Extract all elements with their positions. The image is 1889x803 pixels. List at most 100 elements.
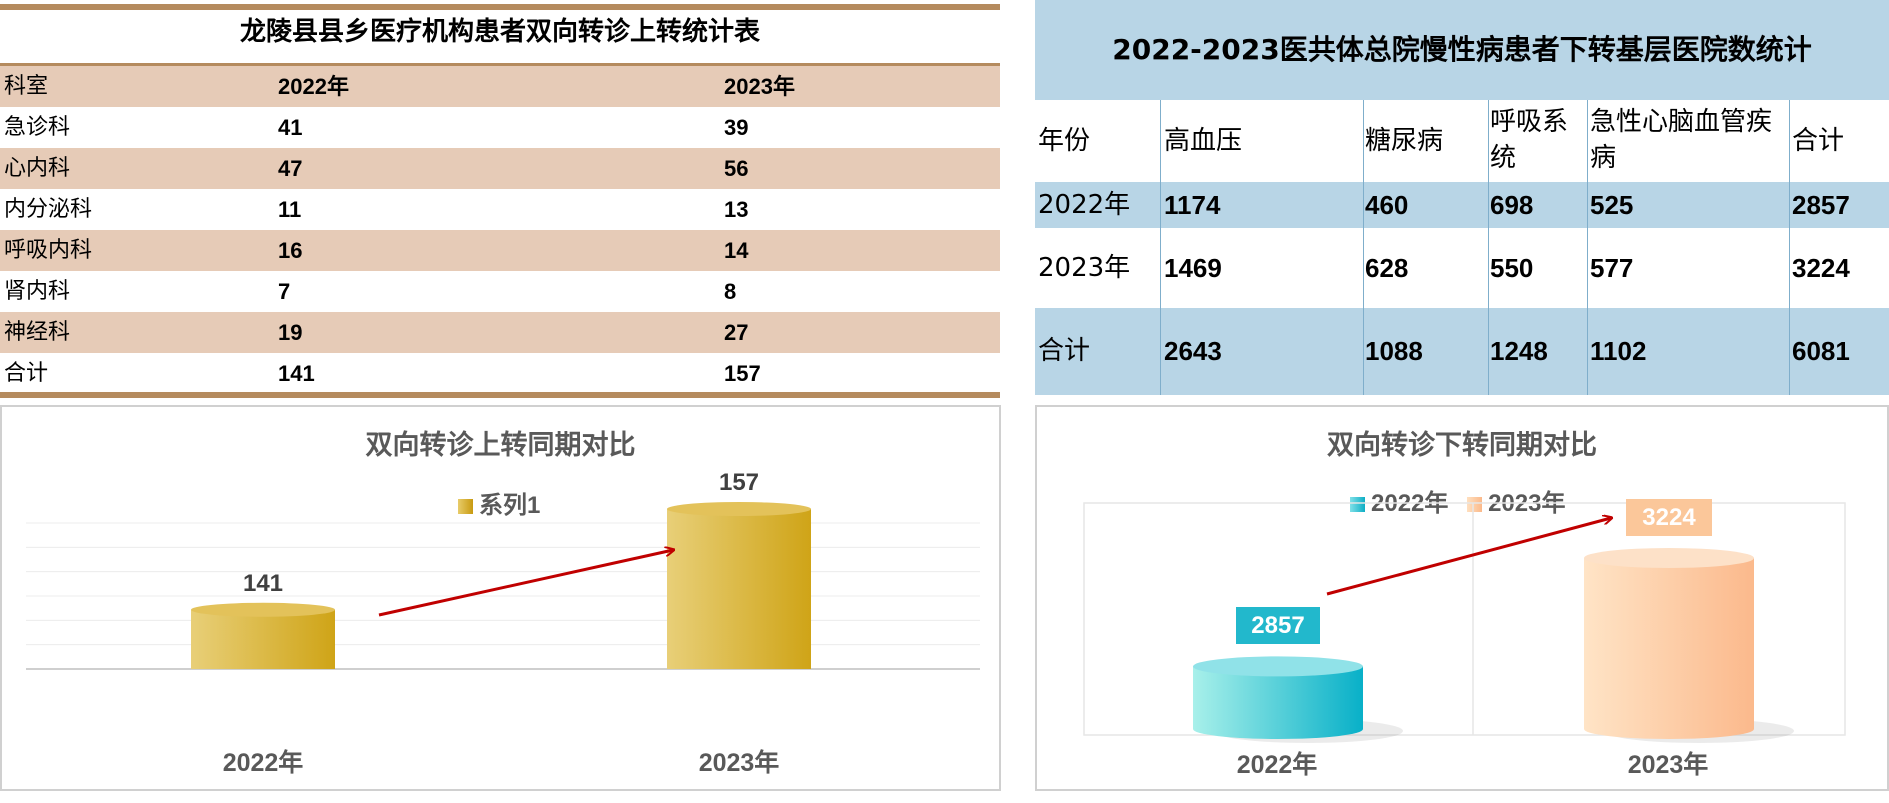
table-cell: 合计 [1038, 336, 1091, 366]
table-cell: 550 [1490, 253, 1534, 283]
x-axis-label: 2023年 [698, 749, 780, 777]
header-cell: 2022年 [278, 74, 349, 99]
bar-top [1193, 656, 1363, 677]
table-cell: 47 [278, 156, 303, 181]
table-row: 心内科 47 56 [0, 148, 1000, 189]
table-cell: 1469 [1164, 253, 1222, 283]
table-cell: 急诊科 [4, 115, 71, 140]
bar-bottom [1193, 719, 1363, 739]
header-cell: 糖尿病 [1365, 126, 1444, 156]
table-cell: 内分泌科 [4, 197, 93, 222]
table-row: 急诊科 41 39 [0, 107, 1000, 148]
table-cell: 56 [724, 156, 749, 181]
table-row-total: 合计 141 157 [0, 353, 1000, 394]
chart-title: 双向转诊上转同期对比 [365, 430, 636, 461]
table-row: 2023年 1469 628 550 577 3224 [1035, 228, 1889, 308]
table-cell: 呼吸内科 [4, 238, 93, 263]
table-cell: 心内科 [4, 156, 71, 181]
table-row: 呼吸内科 16 14 [0, 230, 1000, 271]
column-divider [1160, 100, 1161, 395]
column-divider [1363, 100, 1364, 395]
table-row: 2022年 1174 460 698 525 2857 [1035, 182, 1889, 228]
table-cell: 14 [724, 238, 749, 263]
chart-plot [1083, 502, 1846, 743]
table-cell: 460 [1365, 190, 1409, 220]
header-cell: 2023年 [724, 74, 795, 99]
header-cell: 年份 [1038, 126, 1091, 156]
table-cell: 2023年 [1038, 253, 1131, 283]
table-cell: 628 [1365, 253, 1409, 283]
table-cell: 19 [278, 320, 303, 345]
table-cell: 41 [278, 115, 303, 140]
table-top-rule [0, 4, 1000, 10]
table-cell: 141 [278, 361, 315, 386]
trend-arrow [1326, 518, 1611, 596]
bar [191, 609, 335, 669]
table-bottom-rule [0, 392, 1000, 398]
table-cell: 525 [1590, 190, 1634, 220]
table-cell: 577 [1590, 253, 1634, 283]
legend-swatch [1467, 497, 1483, 513]
data-label: 2857 [1236, 607, 1320, 645]
legend-label: 系列1 [479, 492, 541, 519]
bar [667, 509, 811, 669]
table-cell: 11 [278, 197, 302, 222]
left-table-title: 龙陵县县乡医疗机构患者双向转诊上转统计表 [239, 17, 760, 47]
table-row: 内分泌科 11 13 [0, 189, 1000, 230]
header-cell: 高血压 [1164, 126, 1243, 156]
upward-referral-chart: 双向转诊上转同期对比 系列1 141 157 2022年 2023年 [0, 405, 1001, 791]
table-cell: 1248 [1490, 336, 1548, 366]
table-cell: 1102 [1590, 336, 1647, 366]
right-table-title: 2022-2023医共体总院慢性病患者下转基层医院数统计 [1035, 0, 1889, 100]
table-cell: 27 [724, 320, 749, 345]
table-cell: 神经科 [4, 320, 71, 345]
bar-top [667, 502, 811, 516]
column-divider [1488, 100, 1489, 395]
trend-arrow [378, 550, 673, 617]
header-cell: 合计 [1792, 126, 1845, 156]
header-cell: 急性心脑血管疾病 [1590, 107, 1773, 173]
table-cell: 1088 [1365, 336, 1423, 366]
table-cell: 2857 [1792, 190, 1850, 220]
table-cell: 39 [724, 115, 749, 140]
plot-area [1083, 502, 1846, 736]
table-row-total: 合计 2643 1088 1248 1102 6081 [1035, 308, 1889, 395]
table-cell: 2022年 [1038, 190, 1131, 220]
table-cell: 8 [724, 279, 737, 304]
legend-swatch [1350, 497, 1365, 513]
chart-plot [26, 502, 980, 670]
x-axis-label: 2023年 [1627, 751, 1709, 779]
table-cell: 698 [1490, 190, 1534, 220]
column-divider [1587, 100, 1588, 395]
table-cell: 3224 [1792, 253, 1850, 283]
table-cell: 6081 [1792, 336, 1850, 366]
table-row: 神经科 19 27 [0, 312, 1000, 353]
table-cell: 2643 [1164, 336, 1222, 366]
x-axis-label: 2022年 [222, 749, 304, 777]
bar-top [1584, 548, 1754, 568]
table-cell: 肾内科 [4, 279, 71, 304]
table-row: 肾内科 7 8 [0, 271, 1000, 312]
legend-swatch [458, 499, 473, 515]
table-cell: 1174 [1164, 190, 1221, 220]
table-cell: 157 [724, 361, 761, 386]
header-cell: 呼吸系统 [1490, 107, 1569, 173]
right-table-header-row: 年份 高血压 糖尿病 呼吸系统 急性心脑血管疾病 合计 [1035, 100, 1889, 182]
chart-legend: 系列1 [458, 485, 540, 520]
bar [1193, 666, 1363, 729]
left-table-header-row: 科室 2022年 2023年 [0, 66, 1000, 107]
data-label: 3224 [1626, 499, 1712, 536]
x-axis-label: 2022年 [1236, 751, 1318, 779]
bar-top [191, 602, 335, 617]
chart-title: 双向转诊下转同期对比 [1327, 430, 1597, 461]
header-cell: 科室 [4, 74, 49, 99]
bar [1584, 558, 1754, 729]
table-cell: 7 [278, 279, 291, 304]
right-table: 2022-2023医共体总院慢性病患者下转基层医院数统计 年份 高血压 糖尿病 … [1035, 0, 1889, 395]
bar-bottom [1584, 719, 1754, 739]
downward-referral-chart: 双向转诊下转同期对比 2022年 2023年 2857 3224 2022年 2… [1035, 405, 1889, 791]
column-divider [1789, 100, 1790, 395]
data-label: 157 [718, 469, 760, 496]
table-cell: 16 [278, 238, 303, 263]
table-cell: 合计 [4, 361, 49, 386]
